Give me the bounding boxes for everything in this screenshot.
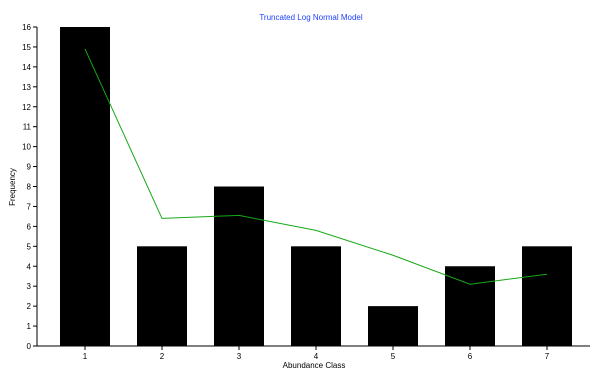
y-tick-label: 4 <box>27 262 32 271</box>
y-tick-label: 12 <box>22 103 31 112</box>
y-tick-label: 16 <box>22 23 31 32</box>
y-tick-label: 0 <box>27 342 32 351</box>
x-tick-label: 1 <box>83 352 88 361</box>
bar-1 <box>60 27 110 346</box>
x-tick-label: 5 <box>391 352 396 361</box>
x-tick-label: 7 <box>545 352 550 361</box>
y-tick-label: 3 <box>27 282 32 291</box>
bar-3 <box>214 186 264 346</box>
y-axis-label: Frequency <box>8 168 17 206</box>
chart-title: Truncated Log Normal Model <box>259 13 363 22</box>
bar-5 <box>368 306 418 346</box>
y-tick-label: 15 <box>22 43 31 52</box>
bar-4 <box>291 246 341 346</box>
y-tick-label: 11 <box>23 123 32 132</box>
x-axis-label: Abundance Class <box>283 361 346 370</box>
bar-2 <box>137 246 187 346</box>
y-tick-label: 14 <box>22 63 31 72</box>
x-tick-label: 3 <box>237 352 242 361</box>
y-tick-label: 1 <box>27 322 32 331</box>
y-tick-label: 2 <box>27 302 32 311</box>
y-tick-label: 8 <box>27 183 32 192</box>
y-tick-label: 5 <box>27 242 32 251</box>
x-tick-label: 2 <box>160 352 165 361</box>
x-tick-label: 4 <box>314 352 319 361</box>
fit-line <box>84 48 548 285</box>
y-tick-label: 10 <box>22 143 31 152</box>
bar-7 <box>522 246 572 346</box>
x-tick-label: 6 <box>468 352 473 361</box>
bar-6 <box>445 266 495 346</box>
y-tick-label: 7 <box>27 202 32 211</box>
y-tick-label: 9 <box>27 163 32 172</box>
y-tick-label: 6 <box>27 222 32 231</box>
y-tick-label: 13 <box>22 83 31 92</box>
